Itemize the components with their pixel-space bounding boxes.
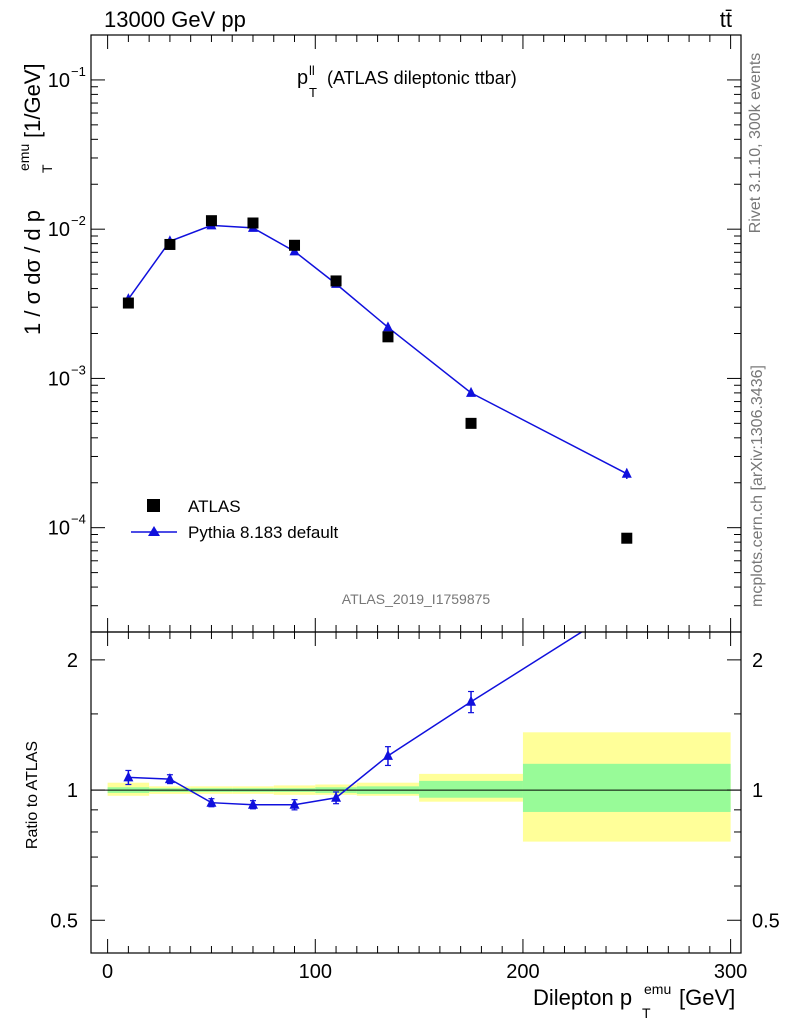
ratio-panel: 0.5 0.5 1 1 2 2 0 100 200 300 Ratio to ATLAS Dile… xyxy=(24,598,780,1021)
atlas-data-point xyxy=(164,238,176,250)
process-label: tt̄ xyxy=(720,7,732,32)
main-ytick-label-exp: −4 xyxy=(71,512,86,527)
main-frame xyxy=(90,34,742,633)
svg-text:1 / σ dσ / d p: 1 / σ dσ / d p xyxy=(20,210,45,335)
ratio-point xyxy=(247,798,258,809)
atlas-data-point xyxy=(382,331,394,343)
main-ylabel-sub: T xyxy=(39,164,55,173)
energy-label: 13000 GeV pp xyxy=(104,7,246,32)
ratio-ytick-label: 2 xyxy=(67,650,78,672)
ratio-point xyxy=(382,749,393,760)
ratio-ytick-label-right: 2 xyxy=(752,650,763,672)
legend-mc-label: Pythia 8.183 default xyxy=(188,523,339,542)
ratio-point xyxy=(622,598,632,608)
mc-point xyxy=(466,386,477,397)
ratio-xtick-label: 300 xyxy=(714,961,747,983)
ratio-xtick-label: 200 xyxy=(506,961,539,983)
ratio-ytick-label: 1 xyxy=(67,780,78,802)
atlas-data-point xyxy=(247,217,259,229)
main-ytick-label: 10 xyxy=(48,518,70,540)
legend: ATLAS Pythia 8.183 default xyxy=(131,497,339,542)
main-panel: 10−110−210−310−4 p ll T (ATLAS dileptoni… xyxy=(16,34,742,633)
main-plot-content xyxy=(122,215,633,544)
main-ytick-label: 10 xyxy=(48,70,70,92)
ratio-axis-ticks: 0.5 0.5 1 1 2 2 0 100 200 300 xyxy=(50,632,780,983)
main-ytick-label-exp: −2 xyxy=(71,213,86,228)
main-ylabel-post: [1/GeV] xyxy=(20,63,45,138)
plot-title: p xyxy=(297,67,308,89)
ratio-xlabel: Dilepton p emu T [GeV] xyxy=(533,981,735,1021)
atlas-data-point xyxy=(205,215,217,227)
ratio-band-inner xyxy=(419,780,523,798)
ratio-point xyxy=(289,798,300,809)
ratio-xtick-label: 0 xyxy=(102,961,113,983)
ratio-xtick-label: 100 xyxy=(299,961,332,983)
xlabel-sup: emu xyxy=(644,981,671,997)
ratio-ylabel: Ratio to ATLAS xyxy=(24,741,41,849)
plot-title-sub: T xyxy=(309,85,317,100)
atlas-data-point xyxy=(465,417,477,429)
plot-title-sup: ll xyxy=(309,63,315,78)
atlas-data-point xyxy=(621,532,633,544)
mc-series-line xyxy=(127,224,628,475)
mcplots-side-label: mcplots.cern.ch [arXiv:1306.3436] xyxy=(749,365,766,607)
xlabel-post: [GeV] xyxy=(679,985,735,1010)
xlabel-sub: T xyxy=(642,1005,651,1021)
main-ylabel-sup: emu xyxy=(16,144,32,171)
ratio-ytick-label-right: 1 xyxy=(752,780,763,802)
main-ytick-label: 10 xyxy=(48,219,70,241)
svg-text:Dilepton p: Dilepton p xyxy=(533,985,632,1010)
analysis-id: ATLAS_2019_I1759875 xyxy=(342,591,491,607)
ratio-plot-content xyxy=(91,598,741,842)
main-ytick-label-exp: −1 xyxy=(71,64,86,79)
main-axis-ticks: 10−110−210−310−4 xyxy=(48,34,741,633)
main-ylabel: 1 / σ dσ / d p emu T [1/GeV] xyxy=(16,63,55,335)
ratio-point xyxy=(331,791,342,802)
ratio-point xyxy=(164,773,175,784)
main-ytick-label-exp: −3 xyxy=(71,362,86,377)
legend-data-marker xyxy=(147,499,160,512)
ratio-ytick-label: 0.5 xyxy=(50,910,78,932)
ratio-ytick-label-right: 0.5 xyxy=(752,910,780,932)
mc-point xyxy=(621,467,632,478)
atlas-data-point xyxy=(289,239,301,251)
atlas-data-point xyxy=(122,297,134,309)
rivet-side-label: Rivet 3.1.10, 300k events xyxy=(747,53,764,234)
ratio-band-inner xyxy=(522,763,731,812)
main-ytick-label: 10 xyxy=(48,368,70,390)
ratio-point xyxy=(466,695,477,706)
ratio-point xyxy=(206,796,217,807)
plot-title-rest: (ATLAS dileptonic ttbar) xyxy=(327,68,517,88)
legend-mc-marker xyxy=(148,526,160,536)
mc-point xyxy=(382,321,393,332)
ratio-frame xyxy=(90,631,742,954)
legend-data-label: ATLAS xyxy=(188,497,241,516)
ratio-point xyxy=(123,771,134,782)
atlas-data-point xyxy=(330,275,342,287)
